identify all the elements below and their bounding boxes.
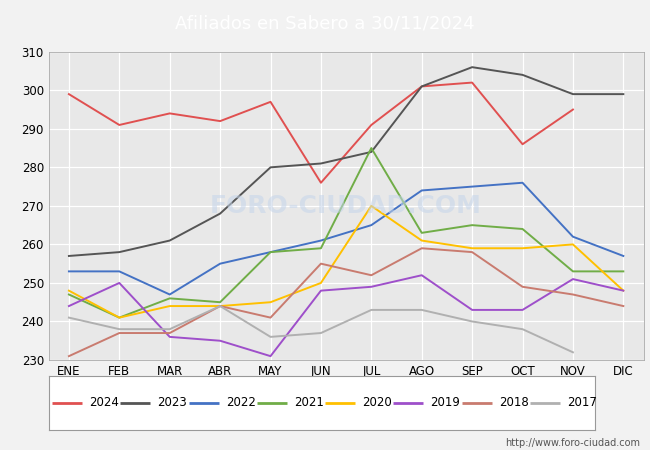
Text: Afiliados en Sabero a 30/11/2024: Afiliados en Sabero a 30/11/2024 bbox=[176, 14, 474, 33]
Text: 2017: 2017 bbox=[567, 396, 597, 409]
Text: 2020: 2020 bbox=[362, 396, 392, 409]
Text: 2018: 2018 bbox=[499, 396, 528, 409]
Text: 2021: 2021 bbox=[294, 396, 324, 409]
Text: FORO-CIUDAD.COM: FORO-CIUDAD.COM bbox=[210, 194, 482, 218]
Text: 2019: 2019 bbox=[430, 396, 460, 409]
Text: 2024: 2024 bbox=[89, 396, 119, 409]
Text: 2022: 2022 bbox=[226, 396, 255, 409]
Text: http://www.foro-ciudad.com: http://www.foro-ciudad.com bbox=[505, 438, 640, 448]
Text: 2023: 2023 bbox=[157, 396, 187, 409]
